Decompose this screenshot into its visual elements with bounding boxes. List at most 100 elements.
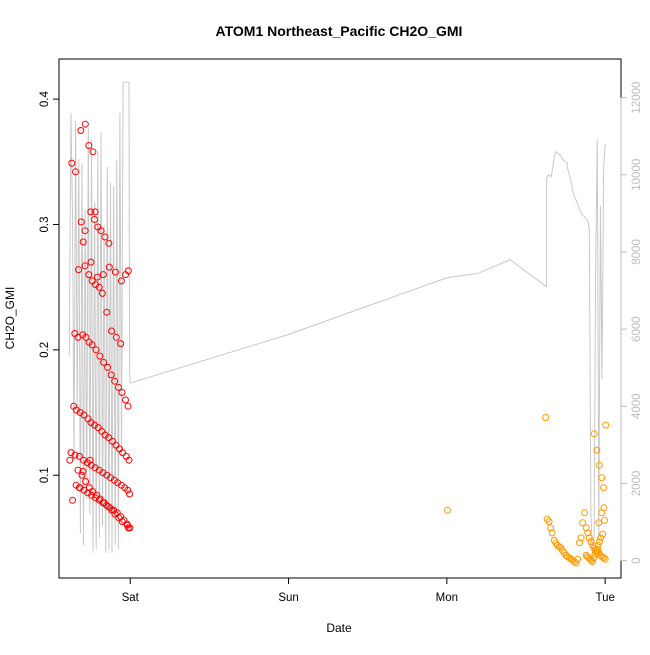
series-1-point <box>104 503 112 510</box>
series-2-point <box>444 506 451 514</box>
series-1-point <box>124 267 132 275</box>
series-2-point <box>574 555 582 563</box>
series-2-point <box>593 446 601 454</box>
y-tick-label-2: 0.3 <box>39 216 51 232</box>
series-2-point <box>582 524 590 532</box>
series-1-point <box>97 227 105 235</box>
series-2-point <box>595 519 603 527</box>
series-2-point <box>600 504 608 512</box>
series-1-point <box>107 371 115 379</box>
series-1-point <box>81 120 89 128</box>
series-1-point <box>89 148 97 156</box>
series-1-point <box>69 496 77 504</box>
series-1-point <box>77 127 85 134</box>
series-1-point <box>87 208 95 216</box>
series-1-point <box>126 490 134 498</box>
series-1-point <box>111 377 119 385</box>
y-tick-label-0: 0.1 <box>39 467 51 483</box>
series-1-point <box>122 396 129 404</box>
series-2-point <box>599 530 607 538</box>
series-1-point <box>126 524 134 532</box>
series-1-point <box>112 441 120 449</box>
y-axis-label: CH2O_GMI <box>3 287 17 350</box>
x-tick-label-1: Sun <box>278 592 298 604</box>
series-2-point <box>597 534 605 542</box>
y2-tick-label-0: 0 <box>631 557 643 563</box>
series-2-point <box>596 538 603 546</box>
series-2-point <box>601 555 609 563</box>
y2-tick-label-3: 6000 <box>631 316 643 342</box>
series-1-point <box>77 218 85 226</box>
series-1-point <box>88 341 96 349</box>
series-1-point <box>75 266 83 274</box>
series-2-point <box>600 484 608 492</box>
series-2-point <box>589 558 596 566</box>
series-1-point <box>68 159 76 167</box>
series-2-point <box>576 539 583 547</box>
y2-tick-label-2: 4000 <box>631 393 643 419</box>
series-1-point <box>85 271 93 279</box>
series-2-point <box>585 534 593 542</box>
series-1-point <box>108 327 116 335</box>
series-1-point <box>78 471 86 479</box>
series-1-point <box>124 486 132 494</box>
series-1-point <box>124 402 132 410</box>
series-1-point <box>103 308 111 316</box>
series-2-point <box>594 541 602 549</box>
y-tick-label-3: 0.4 <box>39 91 51 108</box>
series-2-point <box>547 524 555 532</box>
series-1-point <box>105 263 113 271</box>
x-tick-label-2: Mon <box>436 592 458 604</box>
axes-layer: Sat Sun Mon Tue 0.1 0.2 0.3 0.4 0 2000 4000 6000 800… <box>39 82 643 604</box>
line-layer <box>68 81 606 553</box>
series-2-point <box>548 529 556 537</box>
y2-tick-label-5: 10000 <box>631 159 643 191</box>
series-1-point <box>79 238 87 246</box>
series-1-point <box>79 467 87 475</box>
series-1-point <box>117 340 125 348</box>
y2-tick-label-6: 12000 <box>631 82 643 114</box>
series-1-point <box>105 434 113 442</box>
series-1-point <box>74 466 82 474</box>
series-1-point <box>87 258 95 266</box>
series-1-point <box>117 277 125 285</box>
series-1-point <box>91 216 98 223</box>
series-2-point <box>572 559 580 567</box>
series-1-point <box>99 271 107 279</box>
series-1-point <box>98 289 106 297</box>
series-2-point <box>601 516 608 524</box>
chart-title: ATOM1 Northeast_Pacific CH2O_GMI <box>216 23 463 39</box>
y2-tick-label-4: 8000 <box>631 239 643 265</box>
series-1-point <box>100 358 108 366</box>
series-2-point <box>590 554 598 562</box>
series-1-point <box>109 437 116 445</box>
series-1-point <box>80 411 88 419</box>
series-2-point <box>584 529 592 537</box>
series-2-point <box>545 518 553 526</box>
series-1-point <box>111 268 119 276</box>
x-tick-label-3: Tue <box>595 592 614 604</box>
series-1-point <box>119 449 127 457</box>
series-1-point <box>82 478 90 485</box>
series-1-point <box>125 456 133 464</box>
series-1-point <box>93 273 101 281</box>
points-layer <box>66 120 610 567</box>
series-1-point <box>89 488 97 495</box>
series-2-point <box>600 554 608 562</box>
series-2-point <box>542 414 550 421</box>
y2-tick-label-1: 2000 <box>631 471 643 497</box>
series-1-point <box>82 333 90 341</box>
series-1-point <box>105 239 113 247</box>
series-1-point <box>71 451 79 459</box>
series-2-point <box>577 534 585 542</box>
series-1-point <box>112 333 120 341</box>
series-1-point <box>92 346 100 354</box>
series-2-point <box>602 421 610 429</box>
series-1-point <box>81 227 89 235</box>
series-1-point <box>101 233 109 241</box>
y-tick-label-1: 0.2 <box>39 342 51 358</box>
series-1-point <box>75 452 83 460</box>
series-1-point <box>66 456 74 464</box>
